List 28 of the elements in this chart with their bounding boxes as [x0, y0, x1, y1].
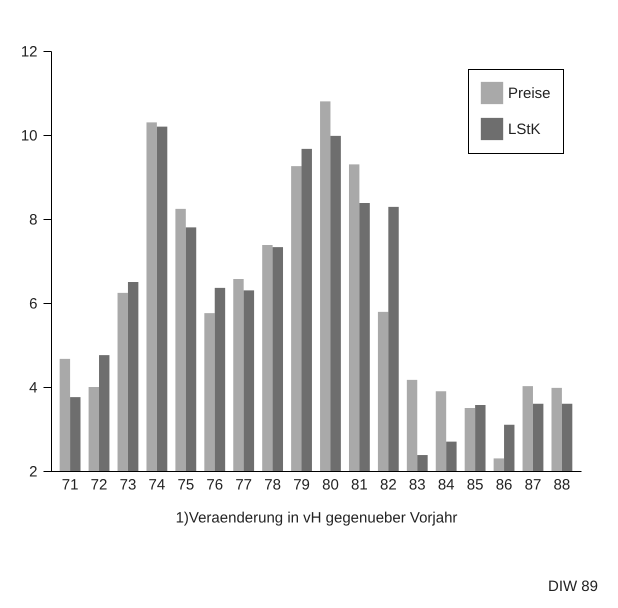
- x-tick-label: 82: [380, 476, 397, 494]
- x-tick-label: 88: [554, 476, 570, 494]
- x-tick-label: 81: [351, 476, 368, 494]
- y-tick-label: 10: [20, 128, 38, 144]
- x-tick-label: 74: [148, 476, 166, 494]
- x-tick-label: 77: [235, 476, 252, 494]
- x-tick-label: 72: [90, 476, 108, 494]
- x-tick-label: 83: [408, 476, 426, 494]
- x-tick-label: 85: [466, 476, 484, 494]
- legend-label: LStK: [508, 121, 541, 138]
- text: DIW 89: [548, 578, 598, 595]
- x-tick-label: 78: [264, 476, 281, 494]
- x-tick-label: 71: [62, 476, 78, 494]
- x-tick-label: 87: [524, 476, 542, 494]
- x-tick-label: 73: [120, 476, 136, 494]
- y-tick-label: 8: [29, 212, 38, 228]
- x-tick-label: 79: [293, 476, 310, 494]
- y-tick-label: 6: [29, 296, 38, 312]
- x-tick-label: 86: [496, 476, 512, 494]
- x-tick-label: 84: [438, 476, 455, 494]
- x-tick-label: 75: [177, 476, 194, 494]
- x-axis-title: 1)Veraenderung in vH gegenueber Vorjahr: [176, 510, 458, 526]
- x-tick-label: 76: [206, 476, 224, 494]
- legend-label: Preise: [508, 85, 551, 102]
- x-tick-label: 80: [322, 476, 339, 494]
- y-tick-label: 2: [29, 464, 38, 480]
- y-tick-label: 4: [29, 380, 38, 396]
- y-tick-label: 12: [20, 44, 38, 60]
